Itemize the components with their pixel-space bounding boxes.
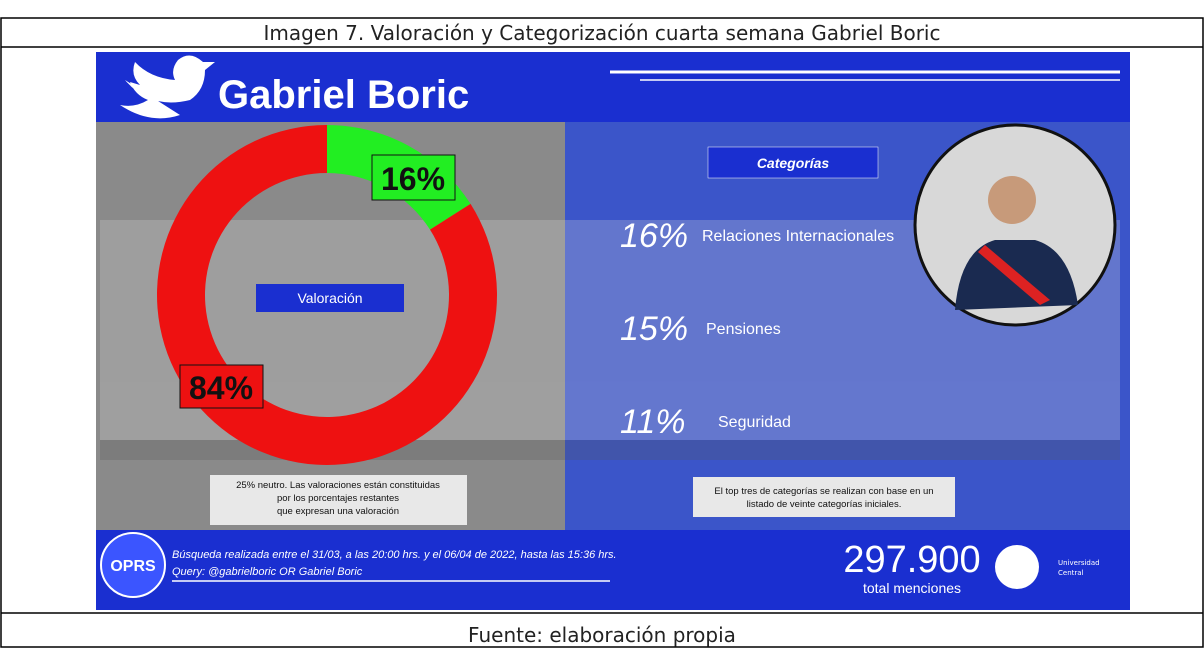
chart-title: Valoración [297, 290, 362, 306]
mentions-label: total menciones [863, 580, 961, 596]
note-line: 25% neutro. Las valoraciones están const… [236, 480, 440, 491]
photo-sash [978, 245, 1050, 305]
photo-face [988, 176, 1036, 224]
value-box [371, 154, 456, 201]
title-box [256, 284, 404, 312]
ucen-logo [995, 545, 1039, 589]
caption: Imagen 7. Valoración y Categorización cu… [264, 21, 941, 45]
data-label: 84% [189, 370, 253, 406]
footer-band [96, 530, 1130, 610]
category-name: Seguridad [718, 414, 791, 431]
search-text: Búsqueda realizada entre el 31/03, a las… [172, 549, 617, 561]
note-box [693, 477, 955, 517]
category-name: Pensiones [706, 321, 781, 338]
note-line: que expresan una valoración [277, 506, 399, 517]
note-line: listado de veinte categorías iniciales. [747, 499, 902, 510]
category-name: Relaciones Internacionales [702, 228, 894, 245]
category-pct: 16% [620, 217, 688, 255]
category-pct: 15% [620, 310, 688, 348]
note-line: El top tres de categorías se realizan co… [714, 486, 933, 497]
note-line: por los porcentajes restantes [277, 493, 399, 504]
name: Gabriel Boric [218, 73, 469, 117]
categories-title: Categorías [757, 155, 830, 171]
categories: 16% Relaciones Internacionales 15% Pensione… [620, 217, 894, 441]
category-pct: 11% [620, 403, 686, 441]
query-text: Query: @gabrielboric OR Gabriel Boric [172, 566, 363, 578]
header-band [96, 52, 1130, 122]
ucen-text: Universidad [1058, 559, 1100, 567]
data-label: 16% [381, 161, 445, 197]
categories-box [707, 146, 879, 179]
mentions: 297.900 [843, 539, 980, 581]
infographic: Gabriel Boric Valoración 16% 84% Categor… [96, 52, 1130, 610]
twitter-logo [120, 55, 215, 119]
value-box [179, 364, 264, 409]
note-box [210, 475, 467, 525]
oprs-text: OPRS [110, 558, 156, 575]
source: Fuente: elaboración propia [468, 623, 736, 647]
oprs-logo [100, 532, 166, 598]
ucen-text: Central [1058, 569, 1084, 577]
